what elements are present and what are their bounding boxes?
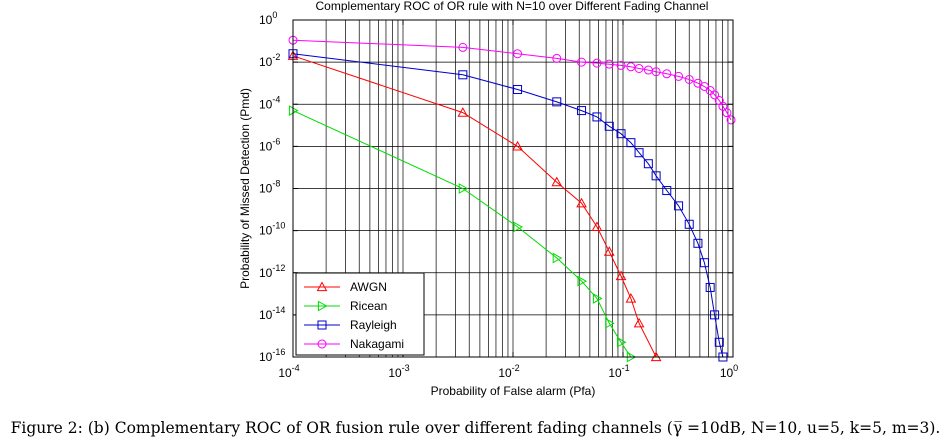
data-point-rayleigh: [684, 219, 694, 229]
data-point-rayleigh: [693, 238, 703, 248]
series-line-rayleigh: [292, 53, 724, 358]
data-point-nakagami: [726, 115, 736, 125]
series-rayleigh: [288, 49, 728, 362]
data-point-nakagami: [710, 90, 720, 100]
data-point-awgn: [633, 317, 645, 328]
legend-label-nakagami: Nakagami: [350, 337, 404, 351]
y-tick-label: 10-14: [259, 305, 285, 322]
series-ricean: [288, 105, 637, 363]
data-point-nakagami: [552, 53, 562, 63]
data-point-awgn: [603, 246, 615, 256]
figure-caption: Figure 2: (b) Complementary ROC of OR fu…: [10, 419, 941, 437]
data-point-awgn: [551, 176, 563, 187]
series-layer: [287, 35, 736, 363]
x-tick-label: 100: [720, 363, 738, 380]
data-point-nakagami: [577, 57, 587, 67]
data-point-ricean: [592, 293, 603, 304]
y-tick-label: 10-16: [259, 347, 285, 364]
y-tick-label: 100: [259, 10, 277, 27]
y-tick-label: 10-6: [259, 136, 280, 153]
chart-title: Complementary ROC of OR rule with N=10 o…: [316, 0, 709, 13]
data-point-rayleigh: [616, 129, 626, 139]
y-tick-label: 10-2: [259, 52, 280, 69]
data-point-rayleigh: [634, 148, 644, 158]
legend-marker-nakagami: [317, 339, 327, 349]
x-axis-label: Probability of False alarm (Pfa): [431, 384, 596, 398]
data-point-rayleigh: [705, 282, 715, 292]
data-point-rayleigh: [674, 201, 684, 211]
data-point-rayleigh: [651, 171, 661, 181]
data-point-ricean: [577, 275, 588, 287]
data-point-rayleigh: [662, 186, 672, 196]
data-point-rayleigh: [552, 97, 562, 107]
legend-entry-ricean: Ricean: [304, 299, 387, 313]
data-point-awgn: [512, 140, 523, 151]
data-point-rayleigh: [577, 106, 587, 116]
y-axis-label: Probability of Missed Detection (Pmd): [238, 88, 252, 289]
data-point-nakagami: [592, 58, 602, 68]
data-point-rayleigh: [458, 70, 468, 80]
data-point-ricean: [616, 336, 627, 348]
legend: AWGN Ricean Rayleigh Nakagami: [295, 272, 425, 356]
data-point-awgn: [576, 197, 587, 208]
x-tick-label: 10-4: [278, 363, 299, 380]
data-point-nakagami: [651, 67, 661, 77]
data-point-awgn: [457, 107, 469, 117]
data-point-nakagami: [718, 101, 728, 111]
series-awgn: [287, 50, 662, 362]
data-point-ricean: [605, 317, 615, 329]
data-point-ricean: [552, 252, 563, 264]
series-line-nakagami: [292, 39, 732, 121]
y-tick-label: 10-12: [259, 263, 285, 280]
x-tick-label: 10-1: [608, 363, 629, 380]
data-point-awgn: [625, 292, 637, 303]
series-line-ricean: [292, 110, 632, 358]
data-point-rayleigh: [604, 121, 614, 131]
data-point-awgn: [591, 221, 603, 232]
data-point-rayleigh: [710, 310, 720, 320]
series-nakagami: [288, 35, 736, 125]
y-tick-label: 10-8: [259, 179, 280, 196]
x-tick-labels: 10-4 10-3 10-2 10-1 100: [278, 363, 738, 380]
data-point-nakagami: [722, 108, 732, 118]
x-tick-label: 10-3: [388, 363, 409, 380]
data-point-rayleigh: [699, 258, 709, 268]
data-point-nakagami: [604, 59, 614, 69]
y-tick-label: 10-4: [259, 94, 280, 111]
legend-marker-ricean: [317, 300, 328, 312]
data-point-nakagami: [458, 42, 468, 52]
legend-entry-rayleigh: Rayleigh: [304, 318, 397, 332]
data-point-rayleigh: [714, 337, 724, 347]
data-point-awgn: [615, 270, 627, 281]
y-tick-label: 10-10: [259, 221, 285, 238]
data-point-rayleigh: [513, 85, 523, 95]
data-point-ricean: [513, 221, 524, 233]
legend-entry-awgn: AWGN: [304, 280, 387, 294]
series-line-awgn: [292, 55, 657, 358]
y-tick-labels: 100 10-2 10-4 10-6 10-8 10-10 10-12 10-14 10-16: [259, 10, 285, 364]
data-point-nakagami: [662, 69, 672, 79]
legend-label-ricean: Ricean: [350, 299, 387, 313]
data-point-rayleigh: [626, 138, 636, 148]
x-tick-label: 10-2: [498, 363, 519, 380]
legend-marker-rayleigh: [317, 320, 327, 330]
data-point-ricean: [458, 183, 469, 194]
data-point-nakagami: [674, 71, 684, 81]
legend-label-awgn: AWGN: [350, 280, 387, 294]
legend-entry-nakagami: Nakagami: [304, 337, 404, 351]
data-point-nakagami: [513, 49, 523, 59]
data-point-rayleigh: [592, 112, 602, 122]
data-point-nakagami: [634, 63, 644, 73]
data-point-rayleigh: [643, 159, 653, 169]
legend-label-rayleigh: Rayleigh: [350, 318, 397, 332]
legend-marker-awgn: [316, 281, 328, 292]
data-point-nakagami: [616, 60, 626, 70]
data-point-nakagami: [684, 74, 694, 84]
